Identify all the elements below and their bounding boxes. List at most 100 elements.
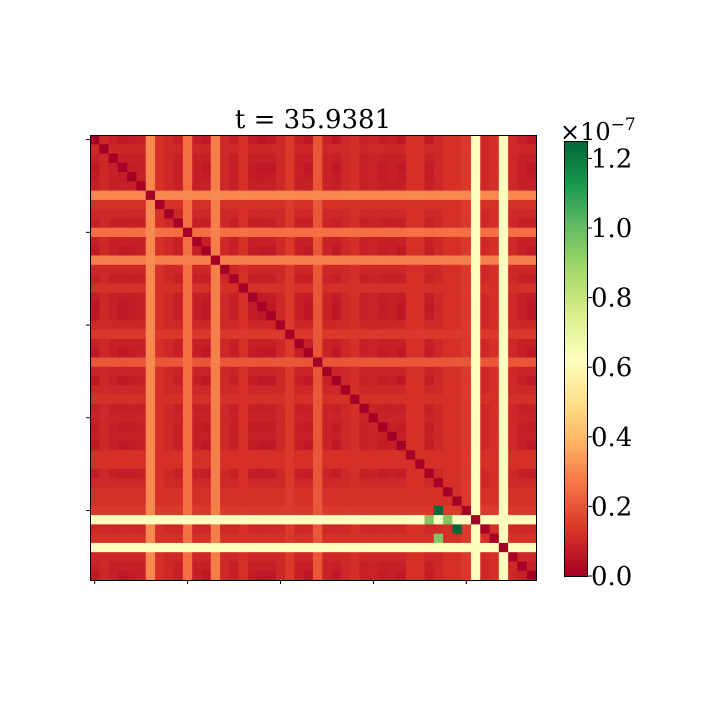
heatmap-cell — [155, 264, 165, 275]
heatmap-cell — [257, 274, 267, 284]
heatmap-cell — [396, 135, 407, 145]
heatmap-cell — [359, 236, 370, 247]
heatmap-cell — [238, 209, 249, 219]
heatmap-cell — [247, 552, 258, 562]
heatmap-cell — [452, 320, 463, 331]
heatmap-cell — [117, 431, 128, 442]
heatmap-cell — [164, 505, 174, 516]
heatmap-cell — [155, 227, 165, 238]
heatmap-cell — [322, 552, 332, 562]
heatmap-cell — [303, 403, 314, 414]
heatmap-cell — [433, 440, 444, 451]
heatmap-cell — [173, 376, 184, 386]
heatmap-cell — [210, 376, 221, 386]
heatmap-cell — [489, 505, 500, 516]
heatmap-cell — [461, 255, 472, 266]
heatmap-cell — [396, 450, 407, 460]
heatmap-cell — [266, 552, 277, 562]
colorbar-step — [564, 347, 587, 352]
heatmap-cell — [461, 487, 472, 497]
heatmap-cell — [127, 366, 137, 377]
heatmap-cell — [433, 524, 444, 534]
heatmap-cell — [480, 348, 490, 358]
heatmap-cell — [182, 135, 193, 145]
heatmap-cell — [275, 255, 286, 266]
heatmap-cell — [145, 190, 156, 201]
heatmap-cell — [517, 570, 528, 581]
heatmap-cell — [164, 338, 174, 349]
heatmap-cell — [127, 422, 137, 433]
heatmap-cell — [201, 209, 212, 219]
heatmap-cell — [127, 413, 137, 423]
heatmap-cell — [145, 385, 156, 395]
heatmap-cell — [247, 468, 258, 479]
heatmap-cell — [127, 385, 137, 395]
heatmap-cell — [405, 348, 416, 358]
heatmap-cell — [424, 227, 435, 238]
heatmap-cell — [127, 236, 137, 247]
heatmap-cell — [220, 264, 230, 275]
heatmap-cell — [322, 255, 332, 266]
heatmap-cell — [396, 301, 407, 312]
heatmap-cell — [405, 570, 416, 581]
colorbar-tick-label: 0.8 — [591, 284, 632, 314]
heatmap-cell — [155, 255, 165, 266]
heatmap-cell — [145, 376, 156, 386]
heatmap-cell — [275, 403, 286, 414]
heatmap-cell — [424, 181, 435, 191]
heatmap-cell — [201, 357, 212, 368]
colorbar-step — [564, 525, 587, 530]
heatmap-cell — [526, 283, 537, 293]
heatmap-cell — [526, 376, 537, 386]
colorbar-step — [564, 257, 587, 262]
heatmap-cell — [313, 505, 323, 516]
heatmap-cell — [452, 246, 463, 256]
heatmap-cell — [489, 459, 500, 470]
heatmap-cell — [526, 496, 537, 507]
heatmap-cell — [127, 227, 137, 238]
heatmap-cell — [182, 570, 193, 581]
heatmap-cell — [266, 496, 277, 507]
heatmap-cell — [229, 561, 240, 572]
heatmap-cell — [192, 301, 202, 312]
heatmap-cell — [117, 227, 128, 238]
heatmap-cell — [108, 144, 119, 154]
heatmap-cell — [443, 440, 453, 451]
heatmap-cell — [526, 450, 537, 460]
heatmap-cell — [424, 478, 435, 488]
heatmap-cell — [127, 515, 137, 525]
colorbar-step — [564, 191, 587, 196]
heatmap-cell — [340, 376, 351, 386]
heatmap-cell — [285, 190, 295, 201]
heatmap-cell — [238, 199, 249, 210]
heatmap-cell — [433, 552, 444, 562]
heatmap-cell — [192, 487, 202, 497]
heatmap-cell — [266, 376, 277, 386]
colorbar-step — [564, 427, 587, 432]
heatmap-cell — [443, 468, 453, 479]
heatmap-cell — [90, 329, 100, 340]
heatmap-cell — [350, 487, 360, 497]
heatmap-cell — [303, 246, 314, 256]
heatmap-cell — [117, 144, 128, 154]
heatmap-cell — [313, 366, 323, 377]
heatmap-cell — [238, 403, 249, 414]
heatmap-cell — [117, 199, 128, 210]
heatmap-cell — [331, 515, 342, 525]
heatmap-cell — [498, 172, 509, 182]
heatmap-cell — [117, 542, 128, 553]
colorbar-step — [564, 170, 587, 175]
heatmap-cell — [480, 199, 490, 210]
heatmap-cell — [99, 450, 109, 460]
heatmap-cell — [238, 570, 249, 581]
heatmap-cell — [303, 496, 314, 507]
heatmap-cell — [489, 135, 500, 145]
heatmap-cell — [164, 403, 174, 414]
heatmap-cell — [127, 264, 137, 275]
heatmap-cell — [303, 162, 314, 173]
heatmap-cell — [387, 450, 397, 460]
heatmap-cell — [136, 301, 147, 312]
heatmap-cell — [303, 348, 314, 358]
heatmap-cell — [480, 450, 490, 460]
heatmap-cell — [508, 218, 518, 229]
